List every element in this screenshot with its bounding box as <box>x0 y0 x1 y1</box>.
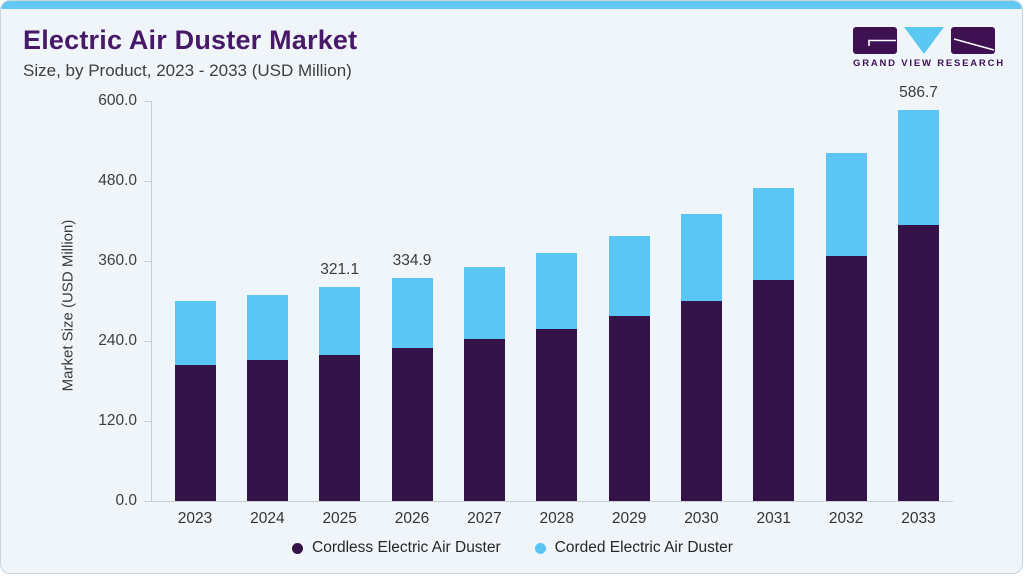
y-tick-label: 480.0 <box>98 172 137 189</box>
bar-total-label-2033: 586.7 <box>899 83 938 101</box>
bar-segment-cordless-2033 <box>898 224 939 501</box>
legend-label: Corded Electric Air Duster <box>554 539 733 556</box>
bar-segment-cordless-2025 <box>319 354 361 501</box>
bar-segment-cordless-2028 <box>536 329 578 501</box>
legend-dot-icon <box>292 542 304 554</box>
legend-item-cordless: Cordless Electric Air Duster <box>292 539 501 557</box>
x-tick-label-2032: 2032 <box>828 510 864 527</box>
x-tick-label-2033: 2033 <box>901 510 936 527</box>
x-tick-label-2024: 2024 <box>250 510 285 527</box>
accent-top-band <box>1 1 1022 9</box>
y-tick-label: 0.0 <box>115 492 137 509</box>
x-tick-label-2028: 2028 <box>539 510 574 527</box>
bar-segment-cordless-2029 <box>608 316 650 501</box>
x-tick-label-2026: 2026 <box>394 510 430 527</box>
gvr-logo-marks <box>853 27 995 54</box>
x-tick-label-2030: 2030 <box>684 510 719 527</box>
y-tick-mark <box>144 181 151 182</box>
y-axis-line <box>151 101 152 502</box>
logo-r-block-icon <box>951 27 995 59</box>
bar-segment-cordless-2026 <box>391 348 433 501</box>
legend-label: Cordless Electric Air Duster <box>312 539 501 556</box>
bar-segment-corded-2023 <box>174 301 216 365</box>
y-tick-label: 600.0 <box>98 92 137 109</box>
logo-g-block-icon <box>853 27 897 59</box>
bar-segment-corded-2025 <box>319 286 361 355</box>
x-tick-label-2023: 2023 <box>177 510 213 527</box>
y-tick-mark <box>144 501 151 502</box>
chart-legend: Cordless Electric Air Duster Corded Elect… <box>1 539 1022 557</box>
y-tick-mark <box>144 341 151 342</box>
bar-segment-corded-2031 <box>753 187 795 281</box>
bar-segment-cordless-2023 <box>174 364 216 501</box>
bar-segment-corded-2029 <box>608 235 650 317</box>
bar-total-label-2026: 334.9 <box>392 251 432 269</box>
page-title: Electric Air Duster Market <box>23 25 358 55</box>
y-tick-label: 240.0 <box>98 332 137 349</box>
bar-segment-cordless-2024 <box>246 360 288 501</box>
bar-segment-corded-2030 <box>680 214 722 301</box>
bar-segment-cordless-2031 <box>753 280 795 501</box>
bar-segment-cordless-2027 <box>463 339 505 501</box>
x-tick-label-2029: 2029 <box>611 510 647 527</box>
bar-segment-corded-2026 <box>391 277 433 349</box>
x-axis-line <box>151 501 953 502</box>
bar-segment-cordless-2032 <box>825 255 867 501</box>
page-subtitle: Size, by Product, 2023 - 2033 (USD Milli… <box>23 61 352 80</box>
bar-segment-corded-2027 <box>463 267 505 340</box>
y-tick-mark <box>144 261 151 262</box>
bar-total-label-2025: 321.1 <box>320 260 360 278</box>
logo-wordmark: GRAND VIEW RESEARCH <box>853 58 1005 69</box>
legend-item-corded: Corded Electric Air Duster <box>534 539 733 557</box>
legend-dot-icon <box>534 542 546 554</box>
x-tick-label-2027: 2027 <box>467 510 502 527</box>
gvr-logo: GRAND VIEW RESEARCH <box>853 27 1005 69</box>
bar-segment-cordless-2030 <box>680 300 722 501</box>
y-tick-mark <box>144 101 151 102</box>
logo-v-triangle-icon <box>904 27 944 59</box>
chart-header: Electric Air Duster Market Size, by Prod… <box>23 25 357 81</box>
bar-segment-corded-2024 <box>246 295 288 361</box>
x-tick-label-2025: 2025 <box>322 510 357 527</box>
bar-segment-corded-2033 <box>898 109 939 225</box>
y-tick-label: 360.0 <box>98 252 137 269</box>
y-tick-label: 120.0 <box>98 412 137 429</box>
x-tick-label-2031: 2031 <box>756 510 792 527</box>
bar-segment-corded-2032 <box>825 153 867 256</box>
y-axis-title: Market Size (USD Million) <box>59 219 77 392</box>
y-tick-mark <box>144 421 151 422</box>
bar-segment-corded-2028 <box>536 252 578 330</box>
